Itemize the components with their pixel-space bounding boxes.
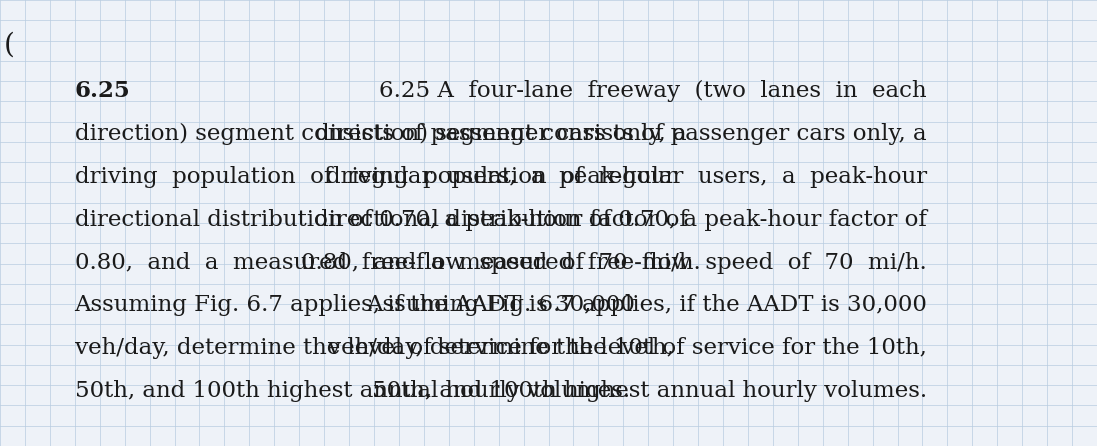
Text: 6.25 A  four-lane  freeway  (two  lanes  in  each: 6.25 A four-lane freeway (two lanes in e… bbox=[380, 80, 927, 103]
Text: veh/day, determine the level of service for the 10th,: veh/day, determine the level of service … bbox=[75, 337, 674, 359]
Text: driving  population  of  regular  users,  a  peak-hour: driving population of regular users, a p… bbox=[326, 166, 927, 188]
Text: driving  population  of  regular  users,  a  peak-hour: driving population of regular users, a p… bbox=[75, 166, 676, 188]
Text: Assuming Fig. 6.7 applies, if the AADT is 30,000: Assuming Fig. 6.7 applies, if the AADT i… bbox=[75, 294, 635, 316]
Text: directional distribution of 0.70, a peak-hour factor of: directional distribution of 0.70, a peak… bbox=[75, 209, 688, 231]
Text: 0.80,  and  a  measured  free-flow  speed  of  70  mi/h.: 0.80, and a measured free-flow speed of … bbox=[75, 252, 700, 273]
Text: direction) segment consists of passenger cars only, a: direction) segment consists of passenger… bbox=[315, 123, 927, 145]
Text: (: ( bbox=[3, 31, 14, 58]
Text: 50th, and 100th highest annual hourly volumes.: 50th, and 100th highest annual hourly vo… bbox=[75, 380, 630, 402]
Text: 0.80,  and  a  measured  free-flow  speed  of  70  mi/h.: 0.80, and a measured free-flow speed of … bbox=[302, 252, 927, 273]
Text: direction) segment consists of passenger cars only, a: direction) segment consists of passenger… bbox=[75, 123, 687, 145]
Text: veh/day, determine the level of service for the 10th,: veh/day, determine the level of service … bbox=[328, 337, 927, 359]
Text: Assuming Fig. 6.7 applies, if the AADT is 30,000: Assuming Fig. 6.7 applies, if the AADT i… bbox=[366, 294, 927, 316]
Text: 50th, and 100th highest annual hourly volumes.: 50th, and 100th highest annual hourly vo… bbox=[372, 380, 927, 402]
Text: directional distribution of 0.70, a peak-hour factor of: directional distribution of 0.70, a peak… bbox=[314, 209, 927, 231]
Text: 6.25: 6.25 bbox=[75, 80, 131, 102]
